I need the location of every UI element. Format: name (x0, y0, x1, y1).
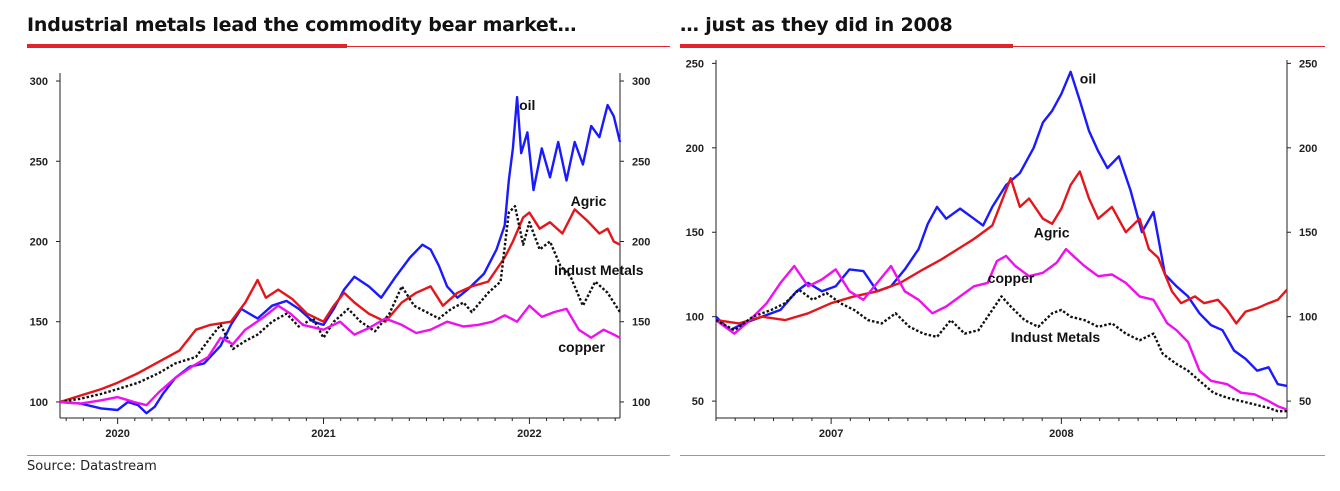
source-note: Source: Datastream (27, 459, 157, 474)
left-title-accent (27, 44, 347, 48)
right-xtick-label: 2008 (1049, 428, 1073, 440)
left-ytick-right-label: 200 (632, 236, 650, 248)
left-series-oil (59, 95, 622, 415)
left-ytick-right-label: 300 (632, 76, 650, 88)
right-ytick-left-label: 100 (686, 312, 704, 324)
left-series-indust-metals (59, 205, 622, 404)
left-title-rule (27, 46, 670, 47)
left-series-label-oil: oil (519, 97, 535, 113)
left-series-label-agric: Agric (571, 193, 607, 209)
left-ytick-left-label: 250 (30, 156, 48, 168)
right-chart: 50 50 100 100 150 150 200 200 250 250 2007 2008 oil A… (686, 58, 1318, 440)
right-series-indust-metals (715, 288, 1287, 413)
left-xtick-label: 2021 (311, 428, 335, 440)
right-chart-title: … just as they did in 2008 (680, 14, 953, 36)
left-ytick-left-label: 300 (30, 76, 48, 88)
left-series-label-indust-metals: Indust Metals (554, 262, 644, 278)
right-series-label-agric: Agric (1034, 224, 1070, 240)
right-footer-rule (680, 455, 1325, 456)
left-series-copper (59, 304, 621, 407)
left-ytick-left-label: 100 (30, 397, 48, 409)
left-xtick-label: 2022 (517, 428, 541, 440)
right-ytick-right-label: 150 (1299, 227, 1317, 239)
left-xtick-label: 2020 (105, 428, 129, 440)
left-ytick-left-label: 200 (30, 236, 48, 248)
left-ytick-right-label: 250 (632, 156, 650, 168)
right-series-label-oil: oil (1080, 71, 1096, 87)
right-ytick-right-label: 250 (1299, 58, 1317, 70)
left-ytick-left-label: 150 (30, 317, 48, 329)
right-ytick-left-label: 50 (692, 396, 704, 408)
left-ytick-right-label: 100 (632, 397, 650, 409)
left-series-agric (59, 208, 621, 404)
right-title-accent (680, 44, 1013, 48)
right-series-label-indust-metals: Indust Metals (1011, 329, 1101, 345)
right-xtick-label: 2007 (819, 428, 843, 440)
right-series-agric (715, 170, 1288, 325)
right-series-label-copper: copper (988, 270, 1035, 286)
right-ytick-left-label: 200 (686, 143, 704, 155)
right-ytick-left-label: 150 (686, 227, 704, 239)
right-ytick-right-label: 50 (1299, 396, 1311, 408)
left-chart-title: Industrial metals lead the commodity bea… (27, 14, 577, 36)
right-ytick-right-label: 100 (1299, 312, 1317, 324)
left-ytick-right-label: 150 (632, 317, 650, 329)
right-ytick-left-label: 250 (686, 58, 704, 70)
left-footer-rule (27, 455, 670, 456)
left-series-label-copper: copper (558, 339, 605, 355)
right-series-oil (715, 70, 1288, 388)
left-chart: 100 100 150 150 200 200 250 250 300 300 2020 2021 20… (30, 73, 650, 440)
right-series-copper (715, 247, 1288, 411)
right-ytick-right-label: 200 (1299, 143, 1317, 155)
